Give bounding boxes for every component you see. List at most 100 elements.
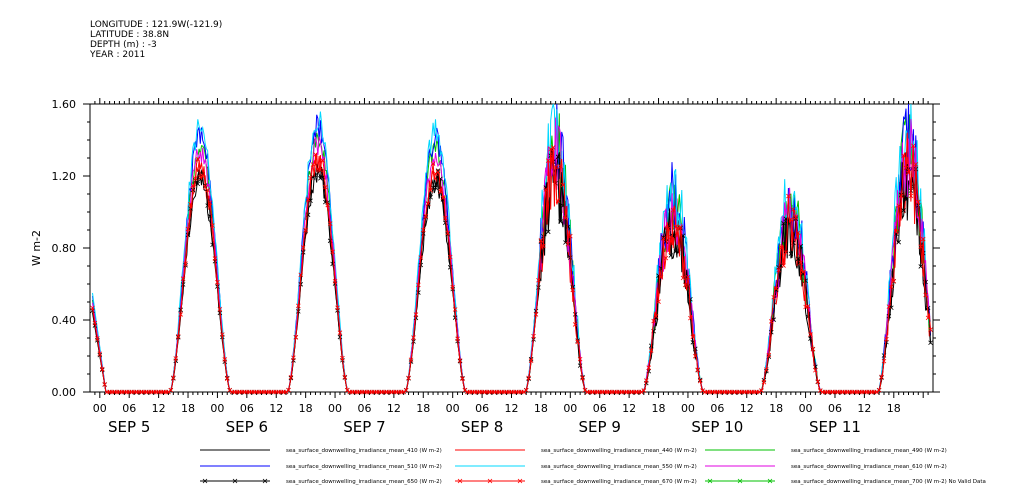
legend-marker [487,478,493,484]
series-marker [173,356,179,361]
series-marker [217,306,223,312]
series-marker [558,164,563,169]
x-tick-label: 00 [681,402,695,415]
series-marker [798,260,803,265]
series-marker [305,197,311,202]
series-marker [923,292,928,298]
series-marker [913,162,919,167]
series-marker [810,346,816,352]
series-marker [651,318,656,324]
series-marker [452,307,458,312]
y-axis-label: W m-2 [30,230,43,266]
x-date-label: SEP 5 [108,418,150,436]
series-marker [577,363,583,368]
series-marker [658,275,664,280]
series-marker [433,185,438,190]
series-marker [340,355,345,361]
series-marker [92,320,98,326]
series-marker [220,332,225,337]
series-marker [183,261,188,266]
series-marker [918,264,924,269]
series-marker [668,234,674,240]
series-marker [332,279,338,284]
legend-entry: sea_surface_downwelling_irradiance_mean_… [286,448,442,454]
series-marker [911,184,916,189]
series-marker [768,319,774,324]
series-marker [663,239,669,244]
series-marker [296,303,301,309]
series-marker [565,241,571,247]
series-marker [171,375,176,381]
series-marker [526,375,531,381]
series-marker [200,173,206,179]
series-marker [455,336,460,342]
x-tick-label: 00 [210,402,224,415]
series-marker [435,168,441,173]
series-marker [688,296,693,302]
series-marker [670,207,676,213]
series-marker [668,253,674,258]
series-marker [406,375,411,381]
series-marker [418,255,424,260]
axis-labels: 0.00 0.40 0.80 1.20 1.60 00 06 12 18 00 06 12 18 00 06… [52,98,901,436]
series-marker [318,167,323,173]
series-marker [440,195,446,201]
x-tick-label: 00 [328,402,342,415]
series-marker [102,382,107,387]
series-marker [815,379,821,384]
series-marker [680,275,686,281]
series-marker [893,229,899,234]
legend-marker [202,478,208,484]
series-line [92,103,931,393]
series-marker [286,387,291,393]
series-marker [536,277,541,283]
series-marker [901,153,906,159]
series-marker [641,388,647,393]
series-marker [759,388,764,393]
series-marker [563,215,568,221]
series-marker [528,358,534,363]
series-marker [565,224,571,230]
series-marker [202,184,208,190]
legend-marker [737,478,743,484]
series-marker [560,203,566,209]
series-marker [896,239,901,245]
series-marker [876,387,882,393]
series-marker [901,208,906,213]
x-date-label: SEP 9 [579,418,621,436]
series-marker [906,170,911,176]
x-tick-label: 18 [534,402,548,415]
series-marker [898,193,904,199]
x-date-label: SEP 7 [343,418,385,436]
series-marker [428,194,433,200]
series-marker [543,187,549,192]
legend-entry: sea_surface_downwelling_irradiance_mean_… [791,448,947,454]
series-marker [808,332,813,337]
x-tick-label: 18 [181,402,195,415]
series-marker [788,217,794,222]
legend-entry: sea_surface_downwelling_irradiance_mean_… [286,464,442,470]
series-marker [178,312,183,317]
series-marker [197,175,203,180]
series-marker [330,249,335,255]
series-marker [874,389,879,395]
series-line [92,103,931,393]
series-marker [800,269,806,275]
series-marker [224,376,230,381]
series-marker [195,181,201,187]
series-marker [646,368,652,374]
series-marker [413,312,419,317]
series-marker [550,145,556,150]
series-marker [416,282,421,288]
x-tick-label: 06 [593,402,607,415]
legend-marker [457,478,463,484]
series-marker [555,198,561,204]
series-marker [688,315,693,321]
x-tick-label: 06 [475,402,489,415]
series-marker [663,255,669,261]
series-marker [695,367,701,372]
series-marker [661,236,666,241]
series-marker [322,184,328,190]
series-marker [817,388,823,393]
series-marker [298,272,304,278]
